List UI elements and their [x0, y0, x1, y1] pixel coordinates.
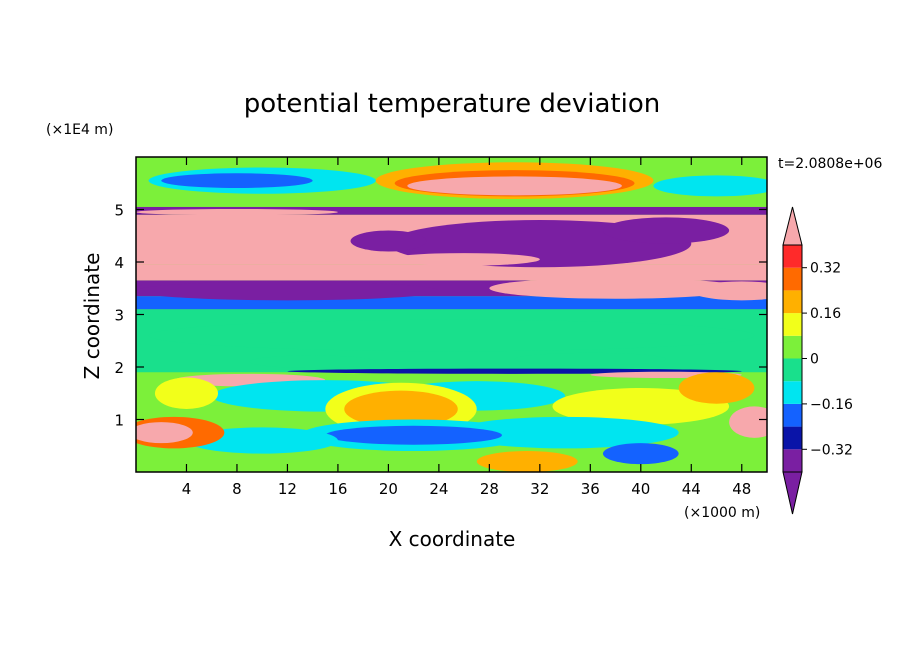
x-tick-label: 36	[581, 480, 600, 498]
field-blob-24	[148, 319, 755, 352]
field-blob-22	[136, 208, 338, 216]
field-blob-26	[514, 352, 667, 366]
x-tick-label: 20	[379, 480, 398, 498]
field-blob-12	[653, 175, 767, 197]
x-tick-label: 4	[182, 480, 192, 498]
colorbar-bin	[783, 449, 802, 472]
field-blob-18	[602, 217, 730, 244]
colorbar-bin	[783, 381, 802, 404]
field-blob-11	[161, 173, 313, 188]
y-axis: 1 2 3 4 5	[114, 202, 767, 430]
colorbar-bin	[783, 313, 802, 336]
field-blob-20	[489, 277, 742, 299]
time-label: t=2.0808e+06	[778, 156, 882, 172]
y-tick-label: 3	[114, 307, 124, 325]
field-blob-17	[350, 230, 427, 252]
x-tick-label: 12	[278, 480, 297, 498]
colorbar-bin	[783, 245, 802, 268]
y-axis-label: Z coordinate	[80, 253, 104, 380]
x-unit-label: (×1000 m)	[684, 505, 760, 521]
colorbar-tick-label: −0.16	[810, 397, 853, 413]
colorbar-bin	[783, 403, 802, 427]
x-axis: 4 8 12 16 20 24 28 32 36 40 44 48	[182, 157, 751, 498]
field-blob-23	[388, 253, 540, 266]
colorbar-under-arrow	[782, 471, 803, 515]
field-blob-45	[678, 372, 755, 404]
field-blob-44	[154, 377, 219, 409]
y-tick-label: 4	[114, 254, 124, 272]
field-blob-25	[249, 355, 376, 369]
colorbar-over-arrow	[782, 206, 803, 246]
colorbar-tick-label: 0	[810, 352, 819, 368]
colorbar-bin	[783, 426, 802, 450]
x-tick-label: 24	[429, 480, 448, 498]
y-tick-label: 1	[114, 412, 124, 430]
x-tick-label: 8	[232, 480, 242, 498]
colorbar-bin	[783, 267, 802, 291]
plot-area	[136, 157, 767, 472]
field-blob-19	[136, 281, 439, 301]
field-blob-21	[691, 281, 767, 301]
field-blob-37	[325, 425, 502, 445]
colorbar-bin	[783, 358, 802, 382]
field-blob-42	[476, 451, 578, 472]
field-blob-33	[344, 390, 458, 428]
x-tick-label: 28	[480, 480, 499, 498]
field-band-8	[136, 193, 767, 207]
colorbar-tick-label: −0.32	[810, 442, 853, 458]
y-tick-label: 5	[114, 202, 124, 220]
x-tick-label: 32	[530, 480, 549, 498]
x-tick-label: 48	[732, 480, 751, 498]
field-band-7	[136, 206, 767, 215]
field-blob-38	[186, 427, 338, 454]
colorbar-bin	[783, 290, 802, 314]
field-blob-34	[552, 388, 730, 425]
field-blob-41	[729, 406, 767, 438]
x-tick-label: 40	[631, 480, 650, 498]
x-axis-label: X coordinate	[389, 527, 516, 551]
colorbar-bin	[783, 335, 802, 359]
x-tick-label: 44	[682, 480, 701, 498]
x-tick-label: 16	[328, 480, 347, 498]
field-blob-43	[602, 443, 679, 465]
field-band-5	[136, 264, 767, 281]
colorbar-tick-label: 0.32	[810, 261, 841, 277]
y-tick-label: 2	[114, 359, 124, 377]
y-unit-label: (×1E4 m)	[46, 122, 113, 138]
chart-title: potential temperature deviation	[244, 89, 660, 119]
colorbar-tick-label: 0.16	[810, 306, 841, 322]
field-blob-15	[407, 176, 622, 196]
field-blob-40	[136, 422, 193, 444]
colorbar: 0.32 0.16 0 −0.16 −0.32	[782, 206, 853, 515]
